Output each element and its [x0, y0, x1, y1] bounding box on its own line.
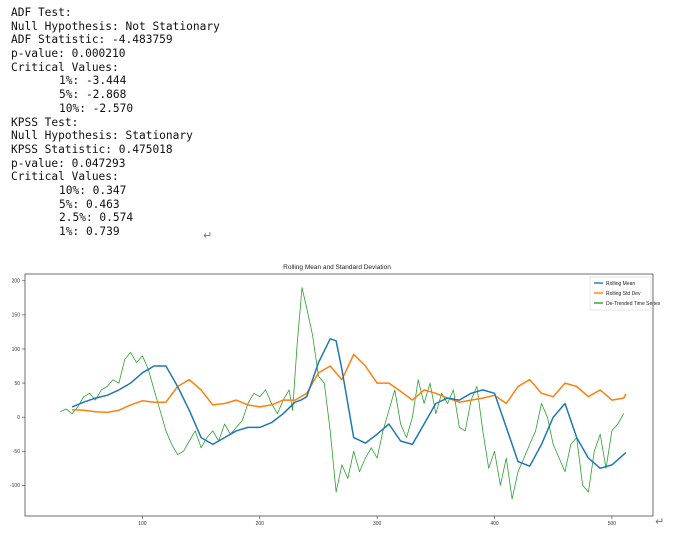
kpss-critical-value-1pct: 1%: 0.739 [59, 225, 120, 238]
adf-null-hypothesis: Null Hypothesis: Not Stationary [11, 19, 220, 33]
adf-critical-value-10pct: 10%: -2.570 [59, 101, 134, 115]
x-tick-label-100: 100 [138, 521, 147, 527]
legend-label-rolling-std: Rolling Std Dev [606, 291, 641, 297]
x-tick-label-500: 500 [608, 521, 617, 527]
adf-critical-values-label: Critical Values: [11, 60, 119, 74]
adf-critical-value-1pct: 1%: -3.444 [59, 74, 127, 88]
adf-p-value: p-value: 0.000210 [11, 47, 126, 61]
adf-critical-value-5pct: 5%: -2.868 [59, 88, 127, 102]
x-axis: 100 200 300 400 500 [138, 516, 616, 527]
kpss-statistic: KPSS Statistic: 0.475018 [11, 142, 173, 156]
detrended-series-line [60, 287, 625, 500]
kpss-p-value: p-value: 0.047293 [11, 156, 126, 170]
rolling-std-line [71, 353, 627, 414]
kpss-critical-value-5pct: 5%: 0.463 [59, 197, 120, 211]
y-tick-label-50: 50 [14, 381, 20, 387]
y-tick-label-150: 150 [12, 313, 21, 319]
kpss-critical-values-label: Critical Values: [11, 170, 119, 184]
y-tick-label--50: -50 [13, 449, 20, 455]
rolling-stats-chart: Rolling Mean and Standard Deviation -100… [10, 264, 661, 527]
x-tick-label-300: 300 [373, 521, 382, 527]
y-tick-label--100: -100 [10, 483, 20, 489]
y-tick-label-200: 200 [12, 279, 21, 285]
adf-statistic: ADF Statistic: -4.483759 [11, 33, 173, 47]
rolling-mean-line [71, 338, 627, 470]
x-tick-label-200: 200 [256, 521, 265, 527]
return-icon-end: ↵ [655, 515, 665, 528]
adf-title: ADF Test: [11, 6, 72, 19]
kpss-null-hypothesis: Null Hypothesis: Stationary [11, 129, 193, 143]
series-lines [60, 287, 627, 500]
plot-frame [24, 273, 654, 517]
legend-label-rolling-mean: Rolling Mean [606, 281, 635, 287]
return-icon: ↵ [203, 229, 213, 242]
y-tick-label-100: 100 [12, 347, 21, 353]
y-tick-label-0: 0 [17, 415, 20, 421]
kpss-critical-value-2-5pct: 2.5%: 0.574 [59, 211, 134, 225]
chart-title: Rolling Mean and Standard Deviation [283, 264, 391, 271]
legend-label-detrended: De-Trended Time Series [606, 301, 661, 307]
console-output: ADF Test: Null Hypothesis: Not Stationary… [11, 6, 220, 239]
kpss-critical-value-10pct: 10%: 0.347 [59, 183, 127, 197]
x-tick-label-400: 400 [490, 521, 499, 527]
y-axis: -100 -50 0 50 100 150 200 [10, 279, 25, 489]
kpss-title: KPSS Test: [11, 115, 79, 129]
legend: Rolling Mean Rolling Std Dev De-Trended … [589, 276, 661, 311]
